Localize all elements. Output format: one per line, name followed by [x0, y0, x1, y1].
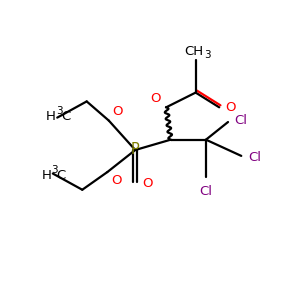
- Text: 3: 3: [204, 50, 211, 60]
- Text: Cl: Cl: [200, 185, 212, 198]
- Text: Cl: Cl: [248, 151, 261, 164]
- Text: O: O: [111, 174, 121, 188]
- Text: 3: 3: [51, 165, 58, 175]
- Text: Cl: Cl: [235, 114, 248, 127]
- Text: C: C: [61, 110, 70, 123]
- Text: O: O: [112, 105, 123, 118]
- Text: O: O: [142, 177, 152, 190]
- Text: C: C: [57, 169, 66, 182]
- Text: CH: CH: [184, 45, 204, 58]
- Text: O: O: [226, 101, 236, 114]
- Text: P: P: [131, 142, 140, 158]
- Text: 3: 3: [56, 106, 62, 116]
- Text: H: H: [41, 169, 51, 182]
- Text: O: O: [150, 92, 161, 105]
- Text: H: H: [46, 110, 56, 123]
